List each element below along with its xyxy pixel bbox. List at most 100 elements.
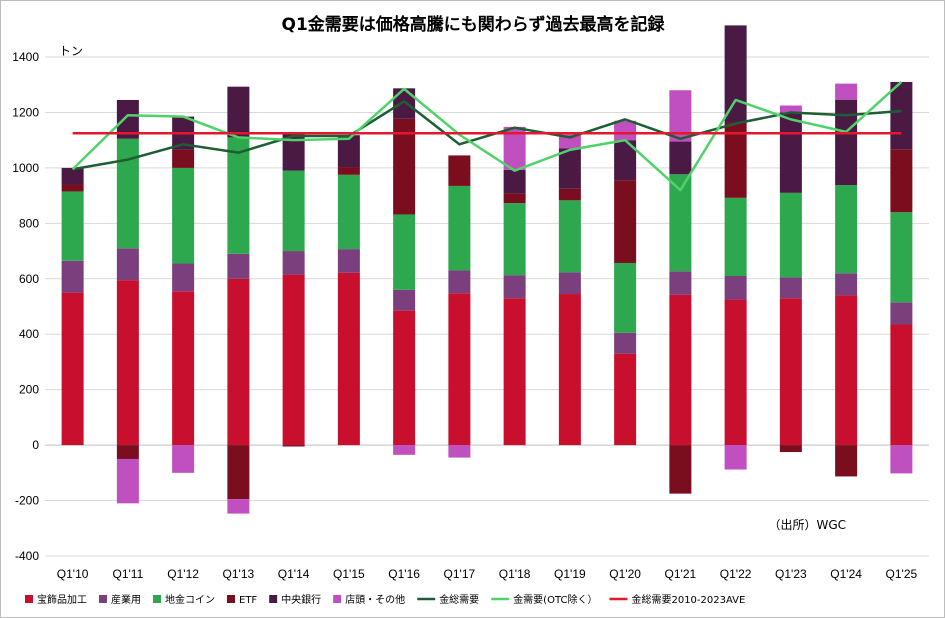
bar-segment xyxy=(503,275,526,299)
bar-segment xyxy=(503,203,526,276)
bar-segment xyxy=(337,167,360,175)
bar-segment xyxy=(724,197,747,277)
bar-segment xyxy=(448,293,471,446)
bar-segment xyxy=(779,192,802,278)
bar-segment xyxy=(890,324,913,446)
x-axis: Q1'10 Q1'11 Q1'12 Q1'13 Q1'14 Q1'15 Q1'16 Q1'17… xyxy=(57,567,918,581)
bar-segment xyxy=(669,174,692,272)
bar-segment xyxy=(337,135,360,168)
bar-segment xyxy=(669,90,692,142)
x-tick-label: Q1'14 xyxy=(278,567,310,581)
x-tick-label: Q1'22 xyxy=(720,567,752,581)
y-axis: -400 -200 0 200 400 600 800 1000 1200 1400 xyxy=(12,50,39,563)
bar-segment xyxy=(779,105,802,113)
bar-segment xyxy=(724,25,747,123)
bar-segment xyxy=(503,298,526,446)
bar-segment xyxy=(614,180,637,263)
bar-segment xyxy=(227,445,250,500)
bar-segment xyxy=(448,155,471,186)
bar-segment xyxy=(835,83,858,100)
bar-segment xyxy=(337,174,360,250)
y-tick-label: -200 xyxy=(15,494,39,508)
legend-label: 金総需要2010-2023AVE xyxy=(631,593,745,606)
bar-segment xyxy=(890,212,913,303)
y-tick-label: 600 xyxy=(19,272,39,286)
bar-segment xyxy=(448,185,471,271)
bar-segment xyxy=(669,445,692,494)
bar-segment xyxy=(61,184,84,192)
y-tick-label: 800 xyxy=(19,216,39,230)
bar-segment xyxy=(393,445,416,455)
y-tick-label: 1200 xyxy=(12,105,39,119)
bar-segment xyxy=(835,295,858,446)
bar-segment xyxy=(172,167,195,264)
legend-label: ETF xyxy=(239,595,257,606)
bar-series-group xyxy=(61,25,913,514)
bar-segment xyxy=(503,193,526,204)
source-note: （出所）WGC xyxy=(768,518,846,532)
y-tick-label: 1400 xyxy=(12,50,39,64)
bar-segment xyxy=(282,170,305,252)
bar-segment xyxy=(558,148,581,189)
bar-segment xyxy=(835,185,858,274)
bar-segment xyxy=(890,81,913,150)
legend-label: 店頭・その他 xyxy=(345,593,405,606)
bar-segment xyxy=(116,458,139,504)
y-tick-label: -400 xyxy=(15,549,39,563)
legend-swatch xyxy=(227,595,235,603)
bar-segment xyxy=(61,260,84,293)
bar-segment xyxy=(558,188,581,201)
y-tick-label: 0 xyxy=(32,438,39,452)
bar-segment xyxy=(61,191,84,261)
bar-segment xyxy=(282,274,305,446)
bar-segment xyxy=(890,445,913,474)
legend-label: 金需要(OTC除く） xyxy=(513,593,597,606)
bar-segment xyxy=(779,112,802,193)
bar-segment xyxy=(393,289,416,311)
bar-segment xyxy=(558,272,581,295)
bar-segment xyxy=(503,169,526,194)
bar-segment xyxy=(669,294,692,446)
bar-segment xyxy=(890,149,913,213)
legend-swatch xyxy=(269,595,278,603)
bar-segment xyxy=(779,298,802,446)
x-tick-label: Q1'13 xyxy=(223,567,255,581)
x-tick-label: Q1'20 xyxy=(609,567,641,581)
bar-segment xyxy=(779,277,802,299)
y-tick-label: 400 xyxy=(19,327,39,341)
y-tick-label: 1000 xyxy=(12,161,39,175)
bar-segment xyxy=(669,271,692,295)
bar-segment xyxy=(448,270,471,294)
bar-segment xyxy=(448,445,471,458)
bar-segment xyxy=(835,273,858,296)
bar-segment xyxy=(116,138,139,249)
legend-swatch xyxy=(99,595,107,603)
bar-segment xyxy=(227,86,250,138)
bar-segment xyxy=(890,302,913,325)
bar-segment xyxy=(393,214,416,290)
bar-segment xyxy=(724,445,747,470)
x-tick-label: Q1'16 xyxy=(388,567,420,581)
bar-segment xyxy=(282,251,305,275)
bar-segment xyxy=(393,88,416,119)
bar-segment xyxy=(393,310,416,446)
legend: 宝飾品加工 産業用 地金コイン ETF 中央銀行 店頭・その他 金総需要 金需要(OTC除く）… xyxy=(25,593,745,606)
bar-segment xyxy=(172,263,195,292)
bar-segment xyxy=(724,299,747,446)
bar-segment xyxy=(779,445,802,453)
x-tick-label: Q1'15 xyxy=(333,567,365,581)
bar-segment xyxy=(393,118,416,215)
bar-segment xyxy=(558,134,581,149)
x-tick-label: Q1'23 xyxy=(775,567,807,581)
x-tick-label: Q1'17 xyxy=(444,567,476,581)
bar-segment xyxy=(337,249,360,273)
bar-segment xyxy=(116,248,139,281)
bar-segment xyxy=(614,120,637,141)
bar-segment xyxy=(558,294,581,446)
legend-swatch xyxy=(25,595,33,603)
x-tick-label: Q1'12 xyxy=(167,567,199,581)
line-series-group xyxy=(71,81,903,192)
bar-segment xyxy=(172,149,195,168)
legend-swatch xyxy=(153,595,161,603)
